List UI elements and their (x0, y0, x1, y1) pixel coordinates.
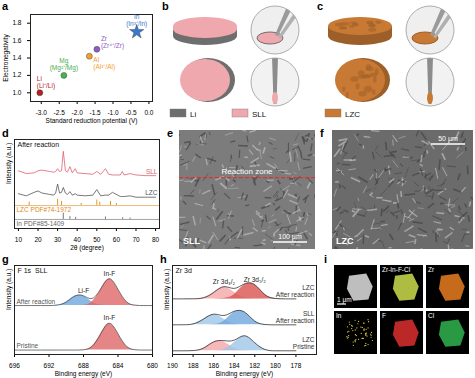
svg-text:30: 30 (54, 236, 62, 243)
svg-text:680: 680 (147, 362, 158, 369)
svg-text:In PDF#85-1409: In PDF#85-1409 (17, 220, 65, 227)
html-text:c: c (317, 0, 324, 12)
svg-text:Zr 3d: Zr 3d (176, 267, 192, 274)
svg-text:After reaction: After reaction (17, 298, 56, 305)
svg-text:100 μm: 100 μm (278, 233, 302, 241)
svg-text:1 μm: 1 μm (337, 296, 352, 304)
svg-text:Mg(Mg²⁺/Mg): Mg(Mg²⁺/Mg) (50, 57, 78, 72)
svg-text:40: 40 (74, 236, 82, 243)
svg-text:In(In³⁺/In): In(In³⁺/In) (126, 13, 147, 28)
svg-text:LZC: LZC (145, 189, 158, 196)
svg-text:1.0: 1.0 (12, 89, 21, 96)
svg-text:Electronegativity: Electronegativity (2, 33, 10, 81)
svg-text:2θ (degree): 2θ (degree) (70, 244, 104, 252)
svg-text:20: 20 (34, 236, 42, 243)
svg-text:Zr 3d₃/₂: Zr 3d₃/₂ (213, 278, 236, 285)
svg-text:-0.5: -0.5 (125, 109, 137, 116)
svg-text:1.8: 1.8 (12, 19, 21, 26)
svg-text:0.0: 0.0 (144, 109, 153, 116)
svg-text:186: 186 (208, 362, 219, 369)
svg-text:Reaction zone: Reaction zone (221, 167, 273, 176)
svg-text:LZCPristine: LZCPristine (293, 336, 315, 350)
html-text:f: f (320, 127, 324, 139)
svg-text:SLL: SLL (252, 110, 267, 119)
svg-text:Zr 3d₅/₂: Zr 3d₅/₂ (244, 276, 267, 283)
svg-text:Intensity (a.u.): Intensity (a.u.) (163, 269, 171, 310)
html-text:a: a (2, 0, 9, 12)
svg-text:-1.5: -1.5 (89, 109, 101, 116)
svg-text:Pristine: Pristine (17, 342, 39, 349)
svg-text:-1.0: -1.0 (107, 109, 119, 116)
svg-text:SLL: SLL (183, 236, 201, 246)
svg-text:1.6: 1.6 (12, 37, 21, 44)
svg-text:Zr: Zr (428, 266, 435, 273)
svg-text:182: 182 (249, 362, 260, 369)
svg-text:190: 190 (167, 362, 178, 369)
svg-text:Zr-In-F-Cl: Zr-In-F-Cl (382, 266, 411, 273)
html-text:g: g (2, 253, 9, 265)
svg-text:After reaction: After reaction (18, 141, 60, 148)
svg-text:Zr(Zr⁴⁺/Zr): Zr(Zr⁴⁺/Zr) (101, 35, 124, 50)
html-text:h: h (160, 253, 167, 265)
svg-text:184: 184 (229, 362, 240, 369)
svg-text:Binding energy (eV): Binding energy (eV) (216, 370, 273, 378)
svg-text:In-F: In-F (104, 314, 116, 321)
svg-text:Intensity (a.u.): Intensity (a.u.) (5, 269, 13, 310)
svg-text:LZC: LZC (336, 236, 354, 246)
svg-text:SLLAfter reaction: SLLAfter reaction (276, 310, 315, 324)
svg-text:1.2: 1.2 (12, 71, 21, 78)
svg-text:F 1s SLL: F 1s SLL (18, 267, 48, 274)
svg-text:10: 10 (15, 236, 23, 243)
svg-text:In: In (336, 312, 342, 319)
svg-text:Al(Al³⁺/Al): Al(Al³⁺/Al) (93, 56, 115, 71)
svg-text:-3.0: -3.0 (36, 109, 48, 116)
svg-text:LZC PDF#74-1972: LZC PDF#74-1972 (17, 206, 72, 213)
html-text:e: e (167, 127, 174, 139)
html-text:b: b (162, 0, 169, 12)
svg-text:50 μm: 50 μm (438, 135, 458, 143)
svg-text:SLL: SLL (146, 168, 158, 175)
svg-text:188: 188 (188, 362, 199, 369)
svg-text:Intensity (a.u.): Intensity (a.u.) (5, 143, 13, 184)
svg-text:80: 80 (152, 236, 160, 243)
svg-text:LZCAfter reaction: LZCAfter reaction (276, 284, 315, 298)
svg-text:180: 180 (270, 362, 281, 369)
svg-text:LZC: LZC (345, 110, 360, 119)
svg-text:178: 178 (290, 362, 301, 369)
svg-text:Li: Li (190, 110, 196, 119)
svg-text:692: 692 (44, 362, 55, 369)
svg-text:688: 688 (78, 362, 89, 369)
svg-text:60: 60 (113, 236, 121, 243)
svg-text:F: F (382, 312, 386, 319)
svg-text:50: 50 (93, 236, 101, 243)
svg-text:-2.5: -2.5 (54, 109, 66, 116)
svg-text:Cl: Cl (428, 312, 435, 319)
html-text:d: d (2, 127, 9, 139)
html-text:i: i (324, 253, 328, 265)
svg-text:Standard reduction potential (: Standard reduction potential (V) (46, 117, 138, 125)
svg-text:Li(Li⁺/Li): Li(Li⁺/Li) (37, 75, 55, 90)
svg-text:70: 70 (132, 236, 140, 243)
svg-text:1.4: 1.4 (12, 54, 21, 61)
svg-text:Binding energy (eV): Binding energy (eV) (55, 370, 112, 378)
svg-text:Li-F: Li-F (78, 287, 89, 294)
svg-text:696: 696 (9, 362, 20, 369)
svg-text:-2.0: -2.0 (72, 109, 84, 116)
svg-text:In-F: In-F (104, 270, 116, 277)
svg-text:684: 684 (113, 362, 124, 369)
